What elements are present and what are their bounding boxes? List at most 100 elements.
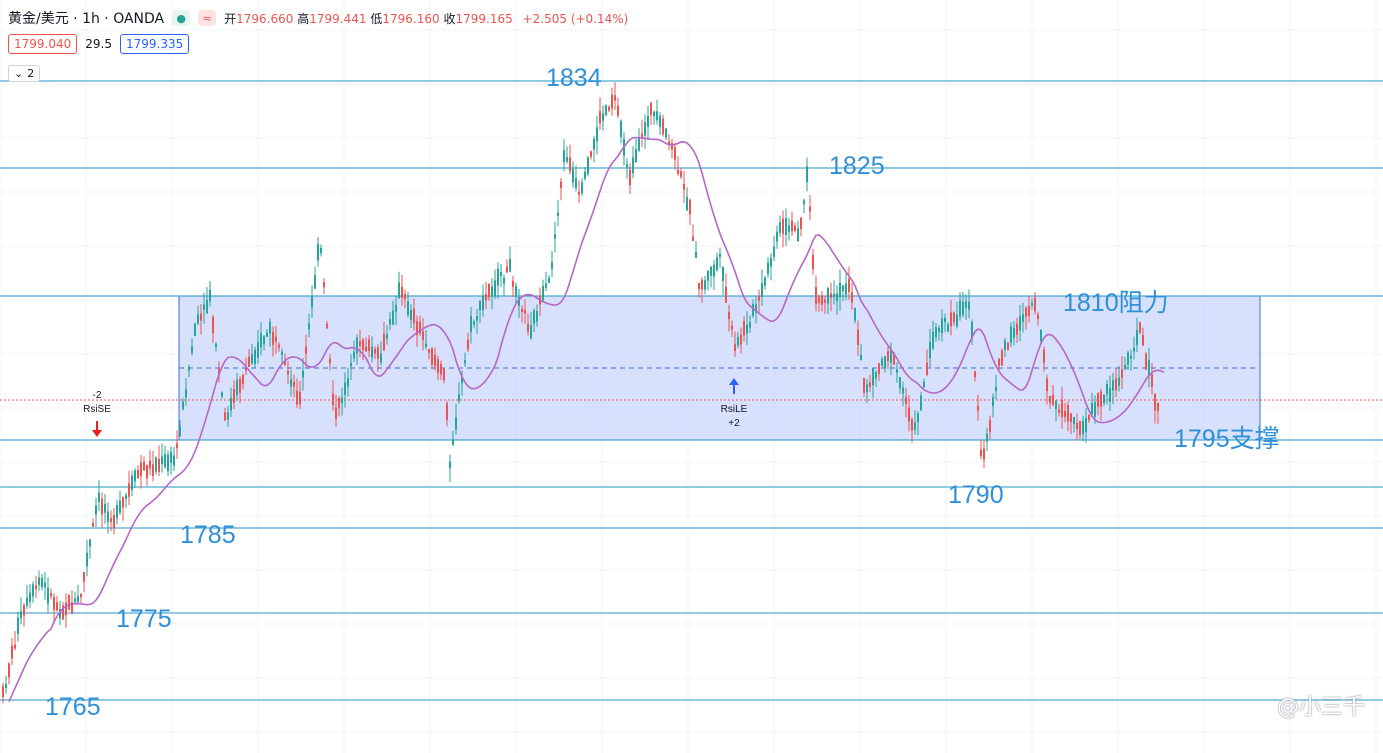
candle-body — [332, 393, 334, 406]
candle-body — [371, 346, 373, 358]
candle-body — [935, 327, 937, 338]
candle-body — [188, 366, 190, 371]
candle-body — [20, 611, 22, 619]
candle-body — [206, 299, 208, 314]
candle-body — [800, 217, 802, 230]
candle-body — [287, 370, 289, 375]
candle-body — [215, 343, 217, 348]
candle-body — [815, 286, 817, 304]
candle-body — [377, 347, 379, 359]
candle-body — [437, 359, 439, 373]
candle-body — [1130, 355, 1132, 359]
candle-body — [992, 397, 994, 407]
candle-body — [248, 356, 250, 367]
candle-body — [455, 416, 457, 430]
candle-body — [719, 253, 721, 257]
candle-body — [848, 278, 850, 293]
candle-body — [374, 348, 376, 354]
candle-body — [587, 157, 589, 175]
candle-body — [836, 293, 838, 302]
candle-body — [521, 308, 523, 313]
candle-body — [791, 220, 793, 232]
candle-body — [647, 115, 649, 127]
candle-body — [821, 295, 823, 305]
candle-body — [485, 294, 487, 301]
candle-body — [182, 401, 184, 410]
legend-header: 黄金/美元 · 1h · OANDA ● ≈ 开1796.660 高1799.4… — [8, 8, 628, 28]
candle-body — [1067, 404, 1069, 422]
candle-body — [1073, 416, 1075, 424]
indicators-toggle-button[interactable]: ⌄ 2 — [8, 65, 41, 82]
candle-body — [329, 358, 331, 364]
candle-body — [734, 344, 736, 351]
market-status-icon[interactable]: ● — [172, 10, 191, 26]
candle-body — [386, 333, 388, 339]
candle-body — [866, 384, 868, 393]
candle-body — [944, 317, 946, 323]
candle-body — [1034, 297, 1036, 312]
candle-body — [1157, 402, 1159, 412]
candle-body — [266, 332, 268, 337]
candle-body — [1010, 326, 1012, 343]
low-value: 1796.160 — [382, 11, 440, 26]
candle-body — [65, 602, 67, 616]
candle-body — [260, 333, 262, 348]
label-1825: 1825 — [829, 152, 885, 180]
candle-body — [938, 328, 940, 332]
candle-body — [359, 341, 361, 346]
candle-body — [1127, 352, 1129, 366]
candle-body — [593, 138, 595, 150]
candle-body — [620, 120, 622, 137]
candle-body — [854, 307, 856, 321]
candle-body — [395, 304, 397, 312]
candle-body — [701, 279, 703, 290]
candle-body — [713, 264, 715, 277]
candle-body — [512, 280, 514, 287]
candle-body — [887, 351, 889, 361]
candle-body — [482, 295, 484, 311]
candle-body — [983, 448, 985, 460]
candle-body — [668, 141, 670, 146]
candle-body — [407, 301, 409, 316]
candle-body — [782, 218, 784, 234]
long-arrow-icon — [729, 378, 739, 394]
candle-body — [1133, 347, 1135, 352]
candle-body — [68, 594, 70, 610]
candle-body — [17, 617, 19, 634]
candle-body — [191, 346, 193, 353]
candle-body — [491, 286, 493, 297]
candle-body — [26, 597, 28, 606]
short-arrow-icon — [92, 421, 102, 437]
candle-body — [251, 354, 253, 364]
candle-body — [653, 111, 655, 117]
compare-icon[interactable]: ≈ — [198, 10, 217, 26]
candle-body — [767, 262, 769, 274]
candle-body — [281, 351, 283, 355]
candle-body — [1079, 421, 1081, 435]
candle-body — [566, 157, 568, 162]
candle-body — [452, 440, 454, 445]
candle-body — [341, 397, 343, 404]
candle-body — [146, 464, 148, 479]
label-1790: 1790 — [948, 481, 1004, 509]
candle-body — [461, 377, 463, 384]
candle-body — [197, 314, 199, 324]
candle-body — [389, 319, 391, 325]
candle-body — [488, 283, 490, 298]
buy-price-button[interactable]: 1799.335 — [119, 34, 190, 54]
sell-price-button[interactable]: 1799.040 — [8, 34, 78, 54]
candle-body — [1025, 308, 1027, 317]
candle-body — [356, 337, 358, 354]
candle-body — [515, 286, 517, 297]
candle-body — [833, 293, 835, 298]
candle-body — [308, 323, 310, 330]
candle-body — [1118, 377, 1120, 386]
candle-body — [110, 517, 112, 523]
symbol-title[interactable]: 黄金/美元 · 1h · OANDA — [8, 11, 165, 27]
candle-body — [953, 312, 955, 323]
candle-body — [119, 500, 121, 513]
candle-body — [1037, 314, 1039, 319]
candle-body — [1076, 422, 1078, 429]
